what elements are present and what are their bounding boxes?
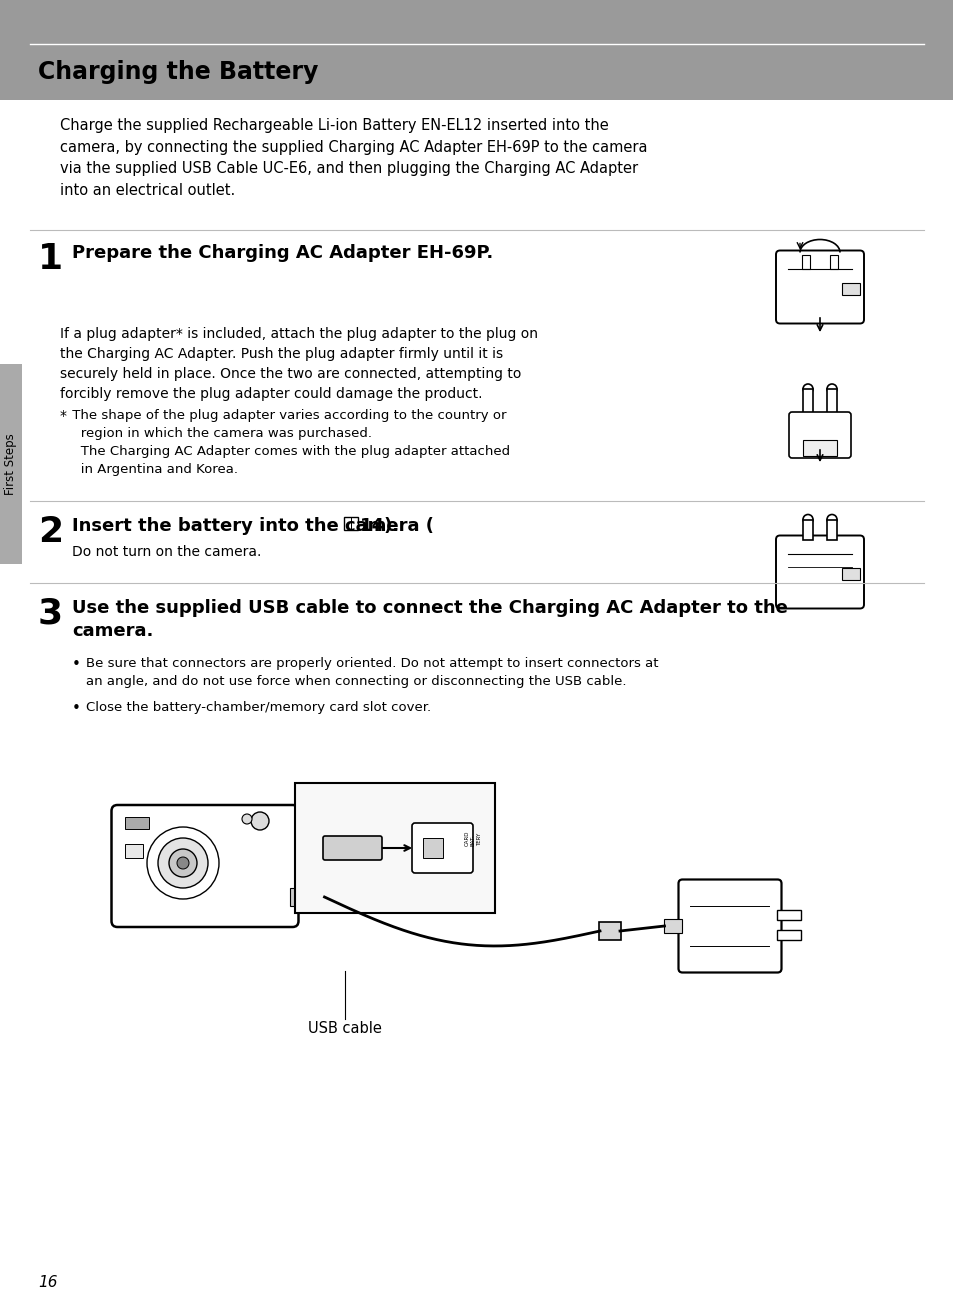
Circle shape: [826, 384, 836, 394]
FancyBboxPatch shape: [598, 922, 620, 940]
Text: Charging the Battery: Charging the Battery: [38, 60, 318, 84]
FancyBboxPatch shape: [112, 805, 298, 926]
Circle shape: [826, 515, 836, 524]
Bar: [801, 255, 809, 268]
Text: The shape of the plug adapter varies according to the country or
   region in wh: The shape of the plug adapter varies acc…: [68, 409, 510, 476]
Bar: [664, 918, 681, 933]
Text: Do not turn on the camera.: Do not turn on the camera.: [71, 545, 261, 558]
Text: Close the battery-chamber/memory card slot cover.: Close the battery-chamber/memory card sl…: [86, 700, 431, 714]
Text: USB cable: USB cable: [308, 1021, 381, 1035]
FancyBboxPatch shape: [300, 887, 326, 907]
Text: Be sure that connectors are properly oriented. Do not attempt to insert connecto: Be sure that connectors are properly ori…: [86, 657, 658, 687]
Text: Use the supplied USB cable to connect the Charging AC Adapter to the
camera.: Use the supplied USB cable to connect th…: [71, 599, 787, 640]
Text: 2: 2: [38, 515, 63, 549]
Bar: [126, 817, 150, 829]
Text: Prepare the Charging AC Adapter EH-69P.: Prepare the Charging AC Adapter EH-69P.: [71, 244, 493, 261]
Bar: [0, 364, 22, 564]
Text: *: *: [60, 409, 67, 423]
Bar: [826, 519, 836, 540]
Text: 1: 1: [38, 242, 63, 276]
Bar: [841, 283, 859, 296]
Circle shape: [147, 827, 219, 899]
Text: First Steps: First Steps: [5, 434, 17, 495]
Text: Insert the battery into the camera (: Insert the battery into the camera (: [71, 516, 434, 535]
Text: Charge the supplied Rechargeable Li-ion Battery EN-EL12 inserted into the
camera: Charge the supplied Rechargeable Li-ion …: [60, 118, 647, 198]
Bar: [126, 844, 143, 858]
FancyBboxPatch shape: [412, 823, 473, 872]
Circle shape: [802, 384, 812, 394]
FancyBboxPatch shape: [788, 413, 850, 459]
Bar: [777, 930, 801, 940]
Bar: [802, 389, 812, 419]
Text: •: •: [71, 700, 81, 716]
Circle shape: [177, 857, 189, 869]
Bar: [802, 519, 812, 540]
Text: 3: 3: [38, 597, 63, 631]
FancyBboxPatch shape: [323, 836, 381, 859]
Text: CARD
BAT-
TERY: CARD BAT- TERY: [464, 830, 481, 845]
Text: •: •: [71, 657, 81, 671]
FancyBboxPatch shape: [775, 536, 863, 608]
Bar: [343, 516, 357, 530]
Bar: [829, 255, 837, 268]
Bar: [0, 0, 953, 100]
Circle shape: [242, 813, 252, 824]
Circle shape: [158, 838, 208, 888]
Bar: [422, 838, 442, 858]
Circle shape: [802, 515, 812, 524]
Bar: [777, 911, 801, 920]
Bar: [826, 389, 836, 419]
FancyBboxPatch shape: [775, 251, 863, 323]
Text: 14).: 14).: [359, 516, 399, 535]
FancyBboxPatch shape: [678, 879, 781, 972]
Text: 16: 16: [38, 1275, 57, 1290]
Bar: [294, 783, 495, 913]
Circle shape: [251, 812, 269, 830]
Bar: [841, 568, 859, 579]
FancyBboxPatch shape: [802, 440, 836, 456]
Circle shape: [169, 849, 196, 876]
Bar: [291, 888, 302, 905]
Text: If a plug adapter* is included, attach the plug adapter to the plug on
the Charg: If a plug adapter* is included, attach t…: [60, 327, 537, 401]
